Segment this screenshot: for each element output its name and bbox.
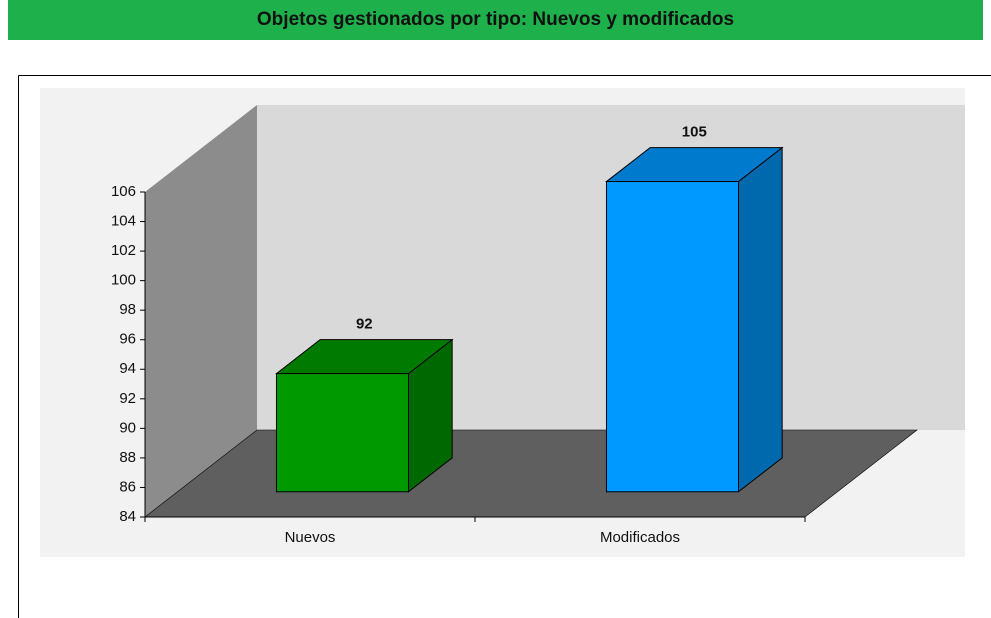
y-tick-label: 102	[111, 242, 136, 259]
y-tick-label: 90	[119, 419, 136, 436]
value-label: 105	[682, 124, 707, 141]
floor	[144, 429, 918, 518]
x-tick-label: Modificados	[600, 529, 680, 546]
bar	[275, 373, 409, 493]
y-tick-label: 84	[119, 508, 136, 525]
y-tick-label: 98	[119, 301, 136, 318]
y-tick-label: 88	[119, 449, 136, 466]
bar-side	[737, 146, 783, 493]
y-tick-label: 104	[111, 213, 136, 230]
y-tick-label: 96	[119, 331, 136, 348]
y-tick-label: 86	[119, 478, 136, 495]
y-tick-label: 92	[119, 390, 136, 407]
y-tick-label: 100	[111, 272, 136, 289]
chart-title: Objetos gestionados por tipo: Nuevos y m…	[8, 0, 983, 40]
x-tick-label: Nuevos	[285, 529, 336, 546]
y-tick-label: 94	[119, 360, 136, 377]
bar	[605, 181, 739, 493]
value-label: 92	[356, 316, 373, 333]
left-wall	[145, 105, 257, 517]
y-tick-label: 106	[111, 183, 136, 200]
